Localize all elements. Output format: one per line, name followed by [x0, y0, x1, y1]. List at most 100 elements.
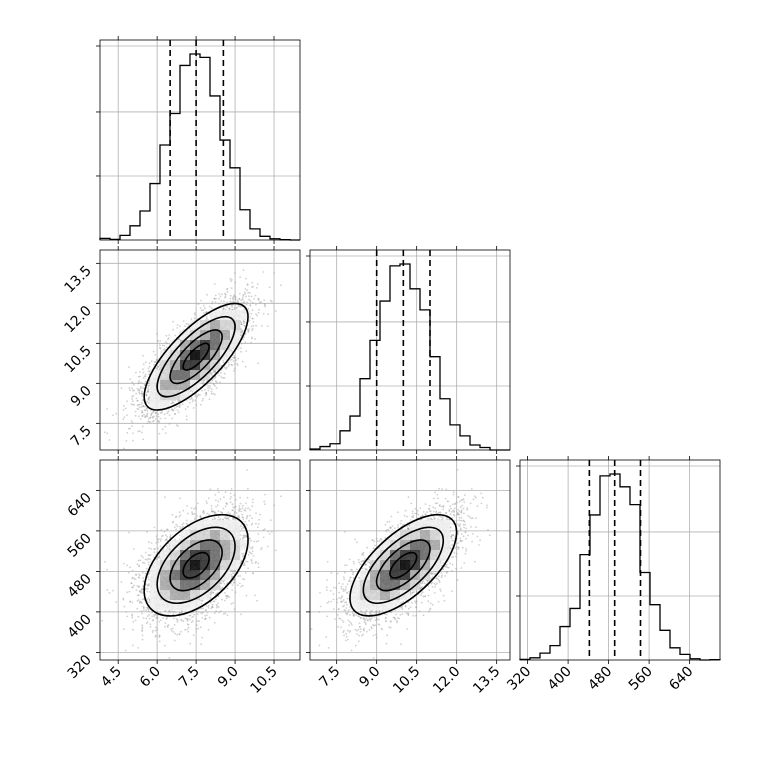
scatter-point — [172, 611, 175, 613]
scatter-point — [182, 320, 185, 322]
scatter-point — [226, 301, 228, 304]
scatter-point — [205, 311, 208, 314]
scatter-point — [201, 389, 203, 392]
scatter-point — [167, 410, 170, 413]
scatter-point — [239, 331, 242, 334]
scatter-point — [144, 416, 147, 419]
scatter-point — [212, 378, 214, 381]
scatter-point — [151, 412, 153, 415]
scatter-point — [147, 367, 150, 370]
scatter-point — [142, 605, 145, 608]
scatter-point — [218, 302, 220, 305]
scatter-point — [140, 385, 142, 388]
scatter-point — [221, 293, 223, 296]
scatter-point — [142, 377, 145, 379]
scatter-point — [263, 299, 266, 301]
scatter-point — [132, 403, 134, 406]
scatter-point — [146, 391, 148, 393]
scatter-point — [136, 585, 139, 587]
scatter-point — [141, 634, 144, 637]
scatter-point — [173, 639, 176, 642]
scatter-point — [132, 394, 135, 397]
scatter-point — [222, 507, 225, 510]
scatter-point — [175, 424, 178, 426]
density-cell — [240, 310, 251, 321]
scatter-point — [123, 416, 126, 418]
scatter-point — [180, 618, 182, 621]
scatter-point — [144, 409, 147, 412]
scatter-point — [192, 634, 195, 637]
scatter-point — [214, 380, 217, 383]
scatter-point — [172, 409, 175, 412]
scatter-point — [251, 337, 254, 340]
scatter-point — [228, 307, 231, 309]
scatter-point — [230, 358, 233, 361]
scatter-point — [148, 417, 150, 420]
scatter-point — [163, 348, 165, 350]
scatter-point — [133, 404, 136, 406]
scatter-point — [214, 376, 217, 378]
scatter-point — [247, 330, 250, 333]
scatter-point — [246, 560, 249, 563]
scatter-point — [219, 381, 222, 384]
scatter-point — [159, 339, 162, 342]
scatter-point — [194, 399, 197, 402]
scatter-point — [260, 301, 262, 303]
scatter-point — [214, 385, 216, 387]
scatter-point — [210, 505, 213, 507]
scatter-point — [163, 413, 166, 416]
density-cell — [160, 370, 171, 381]
density-cell — [220, 340, 231, 351]
scatter-point — [250, 325, 253, 328]
scatter-point — [108, 439, 111, 441]
scatter-point — [241, 330, 243, 332]
histogram-step — [519, 473, 721, 661]
scatter-point — [136, 404, 139, 407]
scatter-point — [245, 350, 248, 352]
scatter-point — [122, 409, 125, 411]
scatter-point — [200, 643, 203, 646]
scatter-point — [232, 572, 235, 575]
scatter-point — [202, 309, 205, 312]
scatter-point — [145, 414, 147, 417]
scatter-point — [176, 409, 179, 411]
scatter-point — [213, 283, 216, 285]
scatter-point — [239, 276, 242, 279]
scatter-point — [232, 297, 234, 300]
scatter-point — [174, 413, 176, 415]
density-cell — [210, 320, 221, 331]
scatter-point — [242, 293, 245, 296]
scatter-point — [205, 316, 208, 318]
scatter-point — [224, 292, 226, 295]
scatter-point — [142, 354, 144, 357]
scatter-point — [211, 302, 213, 305]
scatter-point — [240, 323, 243, 326]
scatter-point — [266, 325, 269, 327]
scatter-point — [120, 387, 123, 390]
scatter-point — [241, 332, 243, 335]
scatter-point — [240, 321, 243, 324]
scatter-point — [242, 269, 245, 272]
scatter-point — [199, 514, 202, 517]
scatter-point — [120, 581, 123, 583]
scatter-point — [179, 400, 181, 402]
scatter-point — [255, 313, 257, 315]
scatter-point — [243, 320, 246, 323]
scatter-point — [210, 307, 213, 309]
scatter-point — [244, 324, 246, 327]
scatter-point — [196, 395, 198, 398]
scatter-point — [223, 372, 226, 375]
scatter-point — [249, 552, 252, 554]
scatter-point — [205, 392, 207, 394]
scatter-point — [232, 296, 235, 299]
scatter-point — [222, 377, 224, 379]
scatter-point — [231, 364, 234, 367]
scatter-point — [250, 295, 253, 298]
density-cell — [190, 320, 201, 331]
scatter-point — [159, 346, 161, 349]
scatter-point — [255, 324, 257, 327]
density-cell — [220, 310, 231, 321]
scatter-point — [172, 320, 174, 323]
scatter-point — [196, 515, 199, 517]
